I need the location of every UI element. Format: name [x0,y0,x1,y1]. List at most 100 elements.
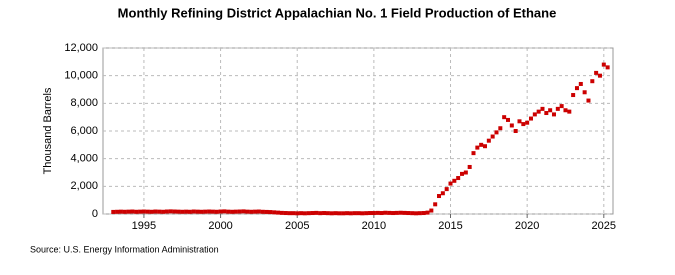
marker [502,115,507,120]
marker [164,209,169,214]
marker [207,209,212,214]
marker [571,93,576,98]
y-tick-label: 2,000 [70,180,98,192]
marker [483,144,488,149]
y-tick-label: 0 [92,208,98,220]
marker [463,170,468,175]
y-tick-label: 10,000 [64,70,98,82]
marker [394,210,399,215]
marker [237,209,242,214]
marker [371,211,376,216]
x-tick-label: 2015 [438,220,462,232]
marker [291,211,296,216]
marker [153,209,158,214]
marker [226,209,231,214]
source: Source: U.S. Energy Information Administ… [30,244,219,254]
marker [532,112,537,117]
marker [352,211,357,216]
marker [314,210,319,215]
marker [187,209,192,214]
marker [433,202,438,207]
marker [195,209,200,214]
marker [594,70,599,75]
y-tick-label: 4,000 [70,153,98,165]
marker [126,209,131,214]
marker [184,209,189,214]
marker [138,209,143,214]
marker [111,209,116,214]
marker [544,111,549,116]
marker [398,210,403,215]
marker [379,211,384,216]
marker [233,209,238,214]
marker [287,211,292,216]
marker [360,211,365,216]
chart-title: Monthly Refining District Appalachian No… [118,5,557,20]
marker [383,210,388,215]
marker [555,106,560,111]
marker [582,90,587,95]
marker [222,209,227,214]
marker [130,209,135,214]
marker [406,211,411,216]
marker [191,209,196,214]
marker [490,134,495,139]
marker [525,120,530,125]
marker [145,209,150,214]
marker [176,209,181,214]
marker [230,209,235,214]
marker [161,209,166,214]
marker [348,211,353,216]
marker [448,181,453,186]
marker [249,209,254,214]
marker [329,211,334,216]
marker [440,191,445,196]
marker [356,211,361,216]
marker [375,210,380,215]
marker [521,122,526,127]
marker [528,116,533,121]
marker [241,209,246,214]
marker [218,209,223,214]
marker [425,210,430,215]
marker [429,208,434,213]
marker [586,98,591,103]
marker [333,211,338,216]
marker [551,112,556,117]
marker [471,151,476,156]
marker [118,209,123,214]
marker [414,211,419,216]
marker [421,211,426,216]
marker [272,210,277,215]
marker [134,209,139,214]
marker [141,209,146,214]
marker [452,178,457,183]
marker [467,164,472,169]
marker [341,211,346,216]
marker [597,73,602,78]
marker [475,145,480,150]
marker [368,211,373,216]
marker [115,209,120,214]
x-tick-label: 2020 [515,220,539,232]
marker [513,129,518,133]
marker [517,119,522,124]
marker [310,211,315,216]
marker [276,210,281,215]
marker [260,209,265,214]
marker [149,209,154,214]
marker [172,209,177,214]
marker [410,211,415,216]
marker [268,210,273,215]
marker [337,211,342,216]
marker [387,210,392,215]
marker [180,209,185,214]
marker [283,211,288,216]
marker [417,211,422,216]
marker [322,211,327,216]
marker [567,109,572,114]
marker [364,211,369,216]
marker [122,209,127,214]
marker [540,106,545,111]
